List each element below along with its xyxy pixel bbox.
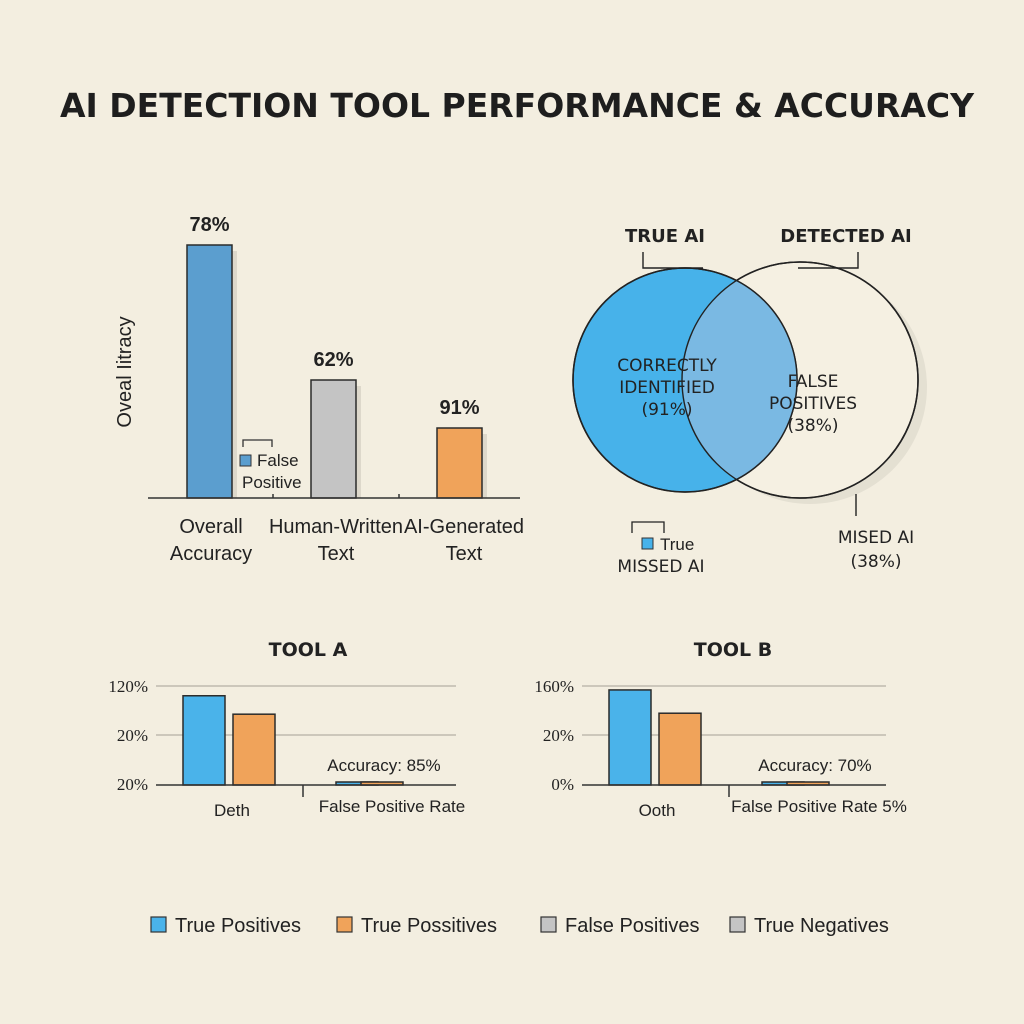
region-label: (38%) [787, 416, 838, 436]
tick-label: Accuracy [170, 543, 252, 565]
bar [608, 689, 652, 786]
chart-title: TOOL B [694, 639, 772, 661]
y-tick-label: 160% [534, 677, 574, 696]
legend: True Positives True Possitives False Posit… [150, 915, 889, 937]
region-label: POSITIVES [769, 394, 857, 414]
legend-label: False Positives [565, 915, 700, 937]
annotation-swatch [641, 537, 654, 550]
value-label: 78% [189, 214, 229, 236]
page-title: AI DETECTION TOOL PERFORMANCE & ACCURACY [60, 86, 975, 125]
x-tick-label: Deth [214, 801, 250, 820]
bar [186, 244, 233, 499]
annotation-label: Positive [242, 473, 302, 492]
tool-b-chart: TOOL B 160% 20% 0% Ooth False Positive Rate 5… [534, 639, 907, 820]
region-label: (91%) [641, 400, 692, 420]
y-axis-label: Oveal Iitracy [114, 316, 136, 427]
legend-label: True Positives [175, 915, 301, 937]
legend-swatch [150, 916, 167, 933]
y-tick-label: 120% [108, 677, 148, 696]
x-axis [156, 784, 456, 797]
accuracy-bar-chart: Oveal Iitracy 78% Overall Accuracy 62% Human-… [114, 214, 524, 565]
x-tick-label: False Positive Rate 5% [731, 797, 907, 816]
region-label: MISED AI [838, 528, 914, 548]
bar [182, 695, 226, 786]
accuracy-annotation: Accuracy: 85% [327, 756, 440, 775]
legend-swatch [729, 916, 746, 933]
accuracy-annotation: Accuracy: 70% [758, 756, 871, 775]
tick-label: AI-Generated [404, 516, 524, 538]
value-label: 91% [439, 397, 479, 419]
y-tick-label: 20% [117, 775, 148, 794]
region-label: CORRECTLY [617, 356, 717, 376]
overlap-region [682, 268, 797, 492]
bar [232, 713, 276, 786]
bar [310, 379, 357, 499]
annotation-bracket [242, 439, 273, 447]
set-label-true-ai: TRUE AI [625, 226, 705, 247]
legend-swatch [540, 916, 557, 933]
y-tick-label: 20% [117, 726, 148, 745]
tick-label: Human-Written [269, 516, 403, 538]
annotation-bracket [631, 521, 665, 533]
annotation-swatch [239, 454, 252, 467]
legend-label: True Negatives [754, 915, 889, 937]
annotation-label: True [660, 535, 694, 554]
y-tick-label: 20% [543, 726, 574, 745]
legend-swatch [336, 916, 353, 933]
x-tick-label: False Positive Rate [319, 797, 465, 816]
tick-label: Overall [179, 516, 242, 538]
x-axis [582, 784, 886, 797]
tick-label: Text [446, 543, 483, 565]
legend-label: True Possitives [361, 915, 497, 937]
annotation-label: False [257, 451, 299, 470]
bar [658, 712, 702, 786]
value-label: 62% [313, 349, 353, 371]
set-label-detected-ai: DETECTED AI [780, 226, 911, 247]
set-bracket [798, 252, 859, 269]
set-bracket [642, 252, 703, 269]
venn-diagram: TRUE AI DETECTED AI CORRECTLYIDENTIFIED(91… [572, 226, 927, 577]
region-label: FALSE [788, 372, 839, 392]
x-tick-label: Ooth [639, 801, 676, 820]
tick-label: Text [318, 543, 355, 565]
bar [436, 427, 483, 499]
chart-title: TOOL A [269, 639, 348, 661]
tool-a-chart: TOOL A 120% 20% 20% Deth False Positive Rate A… [108, 639, 465, 820]
x-axis [148, 494, 520, 499]
y-tick-label: 0% [551, 775, 574, 794]
region-label: (38%) [850, 552, 901, 572]
detected-ai-outline [681, 261, 919, 499]
region-label: IDENTIFIED [619, 378, 715, 398]
annotation-label: MISSED AI [617, 557, 704, 577]
